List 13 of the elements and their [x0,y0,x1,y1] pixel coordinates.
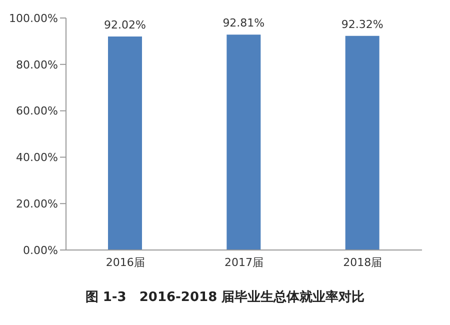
data-label: 92.32% [341,18,384,31]
data-label: 92.81% [222,16,265,30]
y-tick-label: 40.00% [16,151,58,164]
y-tick-label: 100.00% [9,12,58,25]
text: 图 1-3 2016-2018 届毕业生总体就业率对比 [84,288,366,306]
y-tick-label: 20.00% [16,198,58,211]
x-tick-label: 2018届 [343,256,382,269]
data-label: 92.02% [104,18,146,32]
x-tick-label: 2017届 [224,256,264,269]
y-tick-label: 80.00% [16,58,58,72]
y-tick-label: 60.00% [16,104,58,118]
x-tick-label: 2016届 [106,256,145,269]
y-tick-label: 0.00% [23,244,58,257]
